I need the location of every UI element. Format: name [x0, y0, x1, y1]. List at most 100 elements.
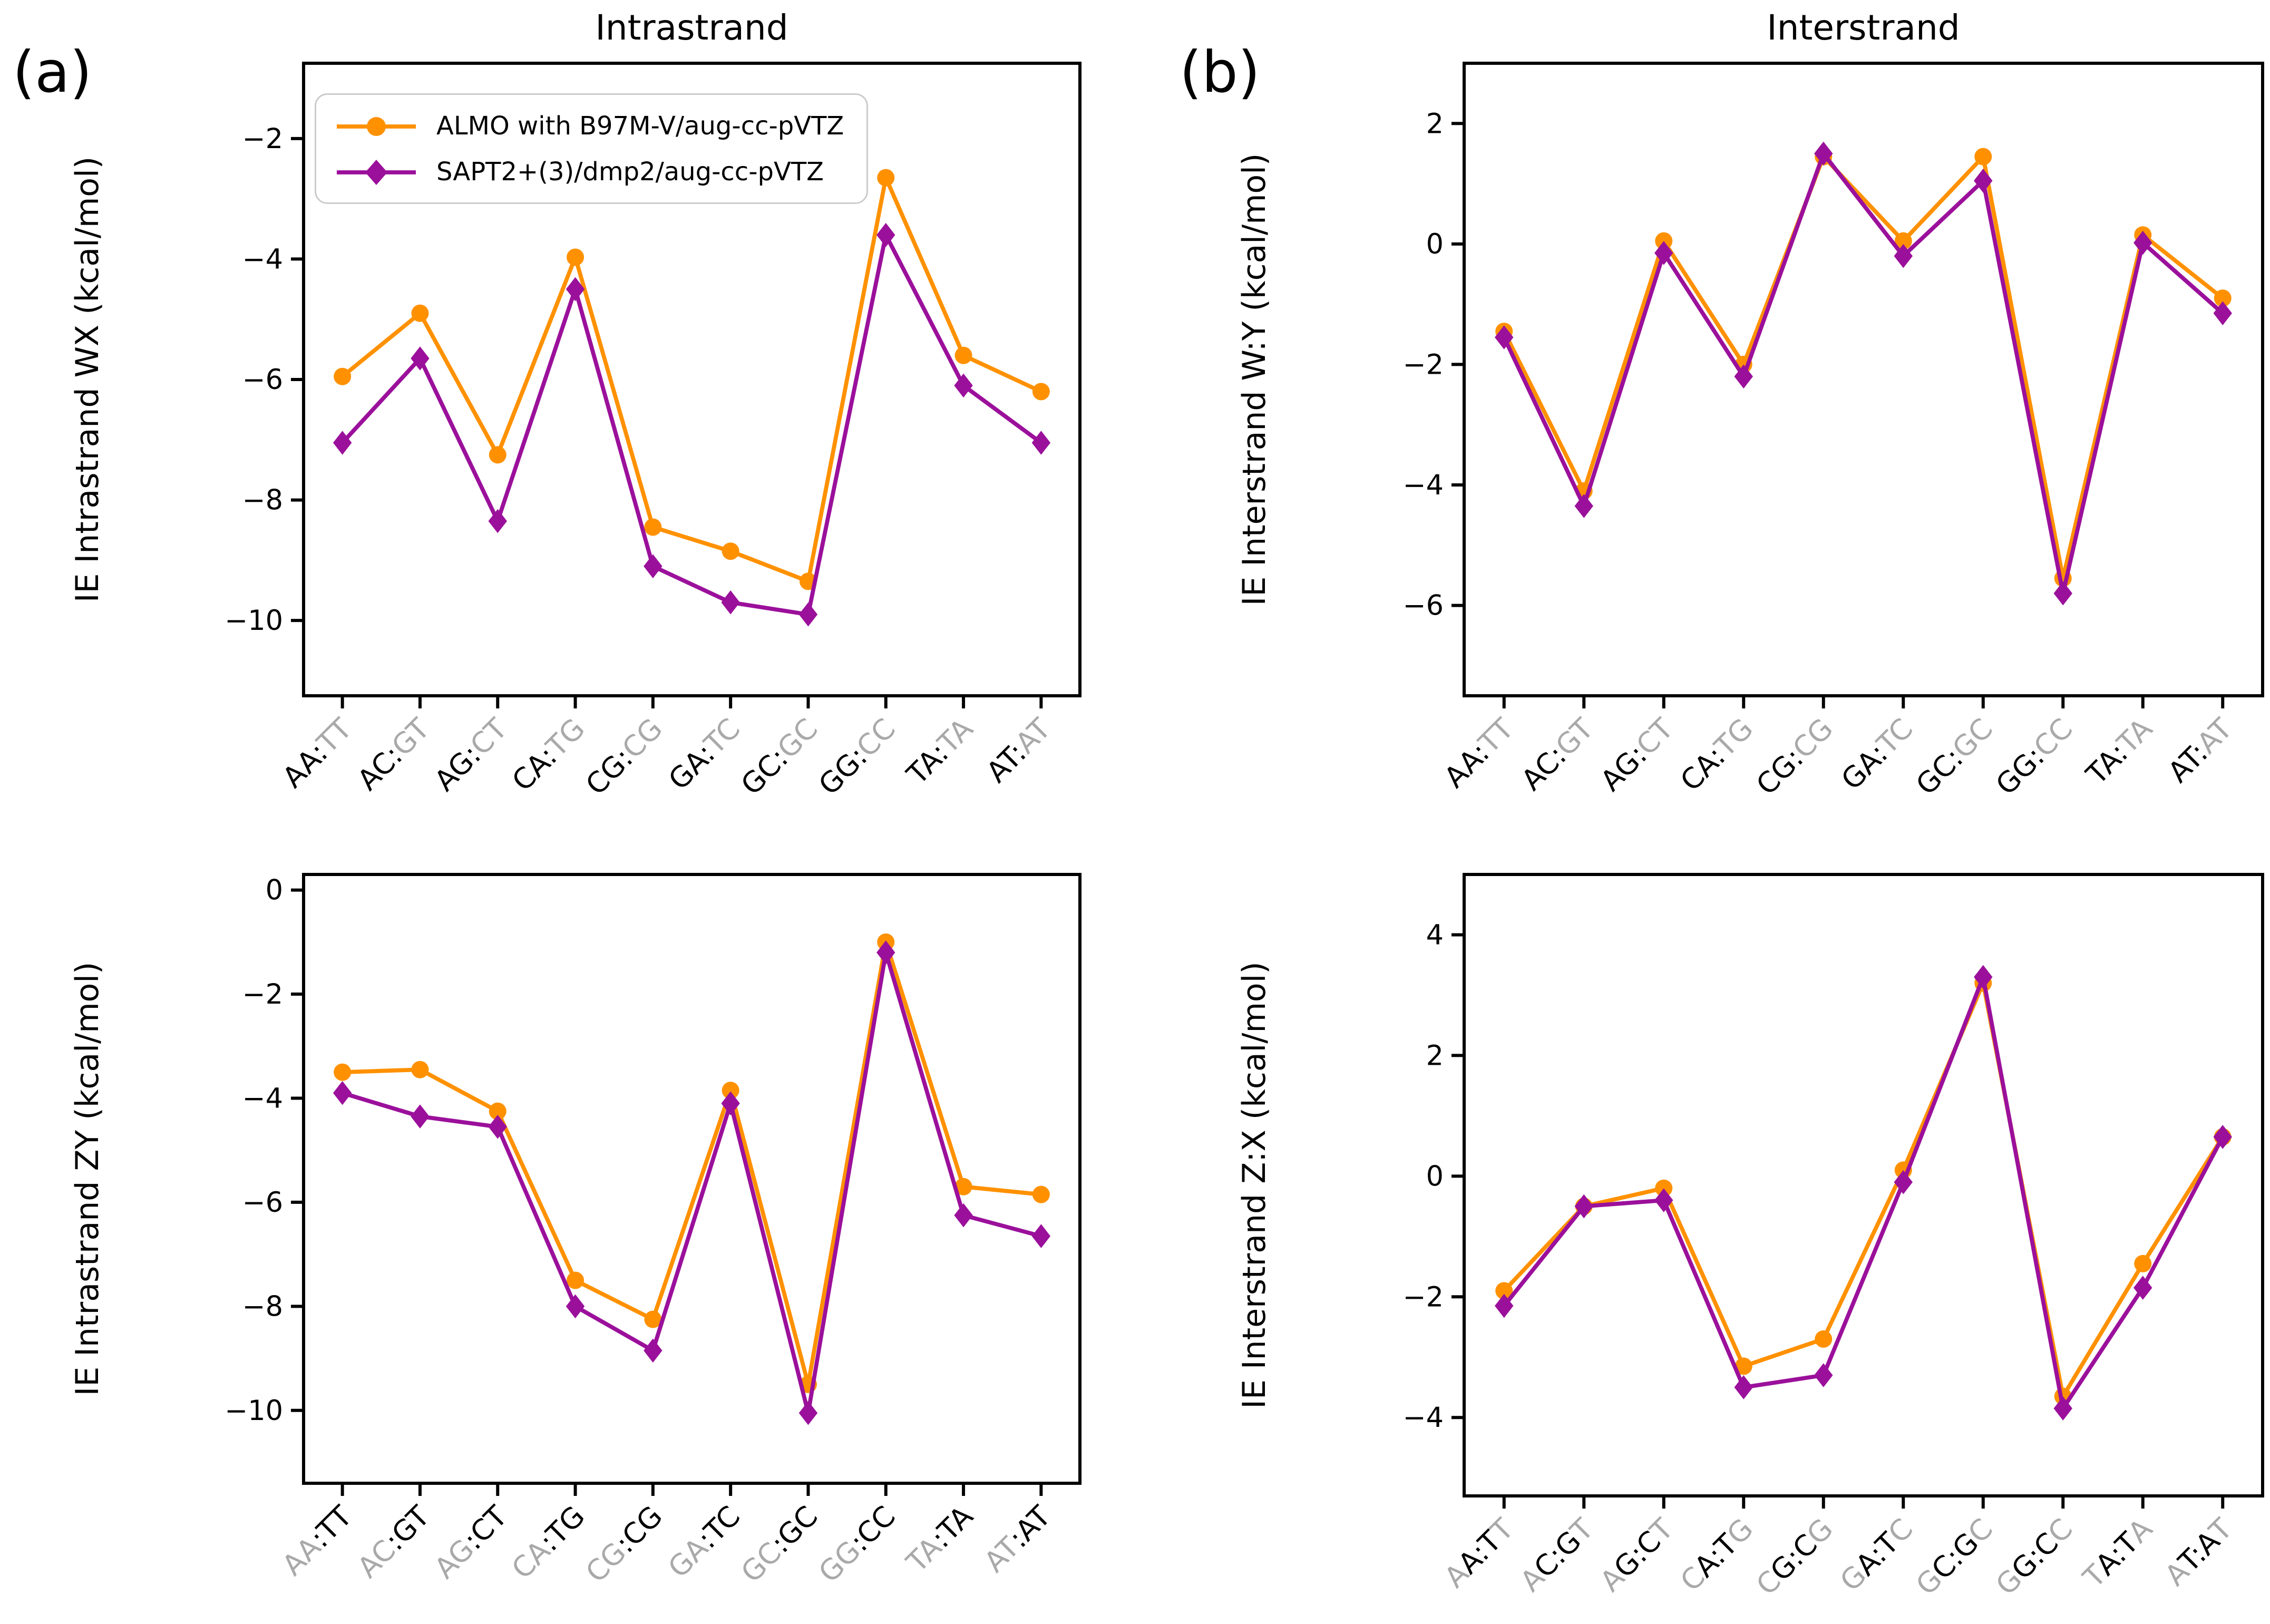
data-point-diamond: [566, 1294, 585, 1319]
y-tick-label: 0: [1426, 228, 1444, 260]
data-point-diamond: [1734, 364, 1753, 389]
x-tick-label: GC:GC: [735, 1500, 824, 1589]
chart-intrastrand-zy: 0 −2 −4 −6 −8 −10 AA:TTAC:GTAG:CTCA:TGCG:CGGA:…: [69, 873, 1082, 1589]
data-point-diamond: [2133, 230, 2152, 255]
data-point-diamond: [1974, 169, 1993, 193]
y-axis-label: IE Intrastrand WX (kcal/mol): [69, 157, 106, 602]
data-point-diamond: [2133, 1276, 2152, 1300]
x-tick-label: GC:GC: [735, 712, 824, 802]
x-tick-label: AA:TT: [276, 712, 359, 794]
data-point-circle: [334, 1063, 352, 1081]
x-tick-label: AC:GT: [1515, 712, 1600, 797]
data-point-diamond: [954, 1203, 973, 1228]
x-tick-label: CG:CG: [579, 712, 669, 802]
x-tick-label: AA:TT: [276, 1499, 358, 1582]
x-tick-label: CG:CG: [1750, 1512, 1839, 1602]
x-tick-label: TA:TA: [2080, 712, 2159, 791]
data-point-circle: [1655, 1179, 1673, 1197]
data-point-circle: [1894, 232, 1912, 250]
y-tick-label: −8: [242, 1290, 283, 1322]
y-tick-label: 2: [1426, 108, 1444, 140]
data-point-diamond: [1574, 494, 1593, 518]
column-title-interstrand: Interstrand: [1767, 9, 1960, 49]
column-title-intrastrand: Intrastrand: [595, 9, 788, 49]
data-point-circle: [411, 1061, 429, 1078]
almo-circle-marker-sample: [337, 116, 416, 135]
data-point-circle: [644, 518, 662, 536]
data-point-diamond: [798, 602, 818, 627]
x-tick-label: AC:GT: [351, 1499, 436, 1584]
axes-box: [1463, 62, 2264, 697]
y-tick-label: −2: [242, 978, 283, 1010]
x-tick-label: AC:GT: [351, 712, 436, 797]
series-line-almo: [341, 176, 1042, 584]
x-tick-label: TA:TA: [2077, 1512, 2159, 1594]
data-point-circle: [722, 542, 739, 560]
y-tick-label: −2: [1403, 1281, 1444, 1313]
data-point-diamond: [798, 1401, 818, 1425]
data-point-circle: [489, 1102, 506, 1120]
data-point-diamond: [2213, 1125, 2232, 1149]
y-tick-label: −6: [242, 364, 283, 396]
series-line-sapt: [340, 232, 1043, 617]
x-tick-label: CA:TG: [505, 712, 591, 798]
data-point-diamond: [1654, 1188, 1673, 1212]
x-tick-label: TA:TA: [900, 712, 979, 791]
data-point-circle: [1735, 1357, 1752, 1375]
panel-label-a: (a): [13, 41, 92, 106]
x-tick-label: GA:TC: [1834, 1512, 1919, 1598]
y-axis-label: IE Intrastrand ZY (kcal/mol): [69, 962, 106, 1396]
data-point-diamond: [644, 554, 663, 579]
y-tick-label: −4: [1403, 1402, 1444, 1434]
data-point-diamond: [1974, 965, 1993, 989]
y-tick-label: −2: [242, 123, 283, 155]
x-tick-label: AG:CT: [1594, 712, 1680, 798]
x-tick-label: GG:CC: [1990, 1512, 2079, 1602]
data-point-diamond: [1894, 244, 1913, 268]
x-tick-label: GG:CC: [1990, 712, 2079, 802]
x-tick-label: CG:CG: [579, 1500, 669, 1589]
y-axis-label: IE Interstrand W:Y (kcal/mol): [1236, 153, 1273, 606]
data-point-diamond: [644, 1338, 663, 1363]
legend-item-sapt: SAPT2+(3)/dmp2/aug-cc-pVTZ: [332, 157, 844, 187]
y-tick-label: −6: [1403, 590, 1444, 622]
legend-item-almo: ALMO with B97M-V/aug-cc-pVTZ: [332, 111, 844, 141]
x-tick-label: AT:AT: [2161, 712, 2239, 789]
y-tick-label: −10: [225, 605, 283, 637]
data-point-circle: [567, 1271, 584, 1289]
x-tick-label: GG:CC: [812, 1500, 902, 1589]
x-tick-label: AT:AT: [980, 712, 1057, 789]
x-tick-label: GA:TC: [662, 712, 746, 796]
series-line-sapt: [342, 950, 1042, 1415]
data-point-diamond: [2053, 1396, 2072, 1421]
data-point-diamond: [1031, 431, 1051, 455]
x-tick-label: GG:CC: [812, 712, 902, 802]
data-point-circle: [1032, 383, 1050, 401]
data-point-diamond: [1814, 1363, 1833, 1387]
y-tick-label: 2: [1426, 1039, 1444, 1072]
x-tick-label: AG:CT: [428, 1499, 514, 1585]
x-tick-label: AG:CT: [428, 712, 514, 798]
x-tick-label: AG:CT: [1594, 1512, 1680, 1598]
panel-label-b: (b): [1180, 41, 1260, 106]
series-line-almo: [1502, 154, 2224, 581]
data-point-circle: [2214, 289, 2232, 307]
x-tick-label: CA:TG: [505, 1500, 591, 1586]
chart-interstrand-zx: 4 2 0 −2 −4 AA:TTAC:GTAG:CTCA:TGCG:CGGA:TCGC:…: [1236, 873, 2264, 1602]
data-point-circle: [722, 1082, 739, 1100]
x-tick-label: AT:AT: [2158, 1512, 2239, 1592]
data-point-circle: [1655, 232, 1673, 250]
y-axis-label: IE Interstrand Z:X (kcal/mol): [1236, 961, 1273, 1408]
y-tick-label: −6: [242, 1187, 283, 1219]
data-point-diamond: [566, 277, 585, 302]
axes-box: [302, 873, 1082, 1485]
data-point-circle: [644, 1310, 662, 1328]
data-point-diamond: [1894, 1170, 1913, 1194]
x-tick-label: GC:GC: [1909, 1512, 1999, 1602]
x-tick-label: CG:CG: [1750, 712, 1839, 802]
data-point-circle: [954, 1178, 972, 1195]
y-tick-label: −4: [242, 1082, 283, 1114]
legend-label-almo: ALMO with B97M-V/aug-cc-pVTZ: [436, 111, 844, 141]
y-tick-label: −8: [242, 484, 283, 517]
